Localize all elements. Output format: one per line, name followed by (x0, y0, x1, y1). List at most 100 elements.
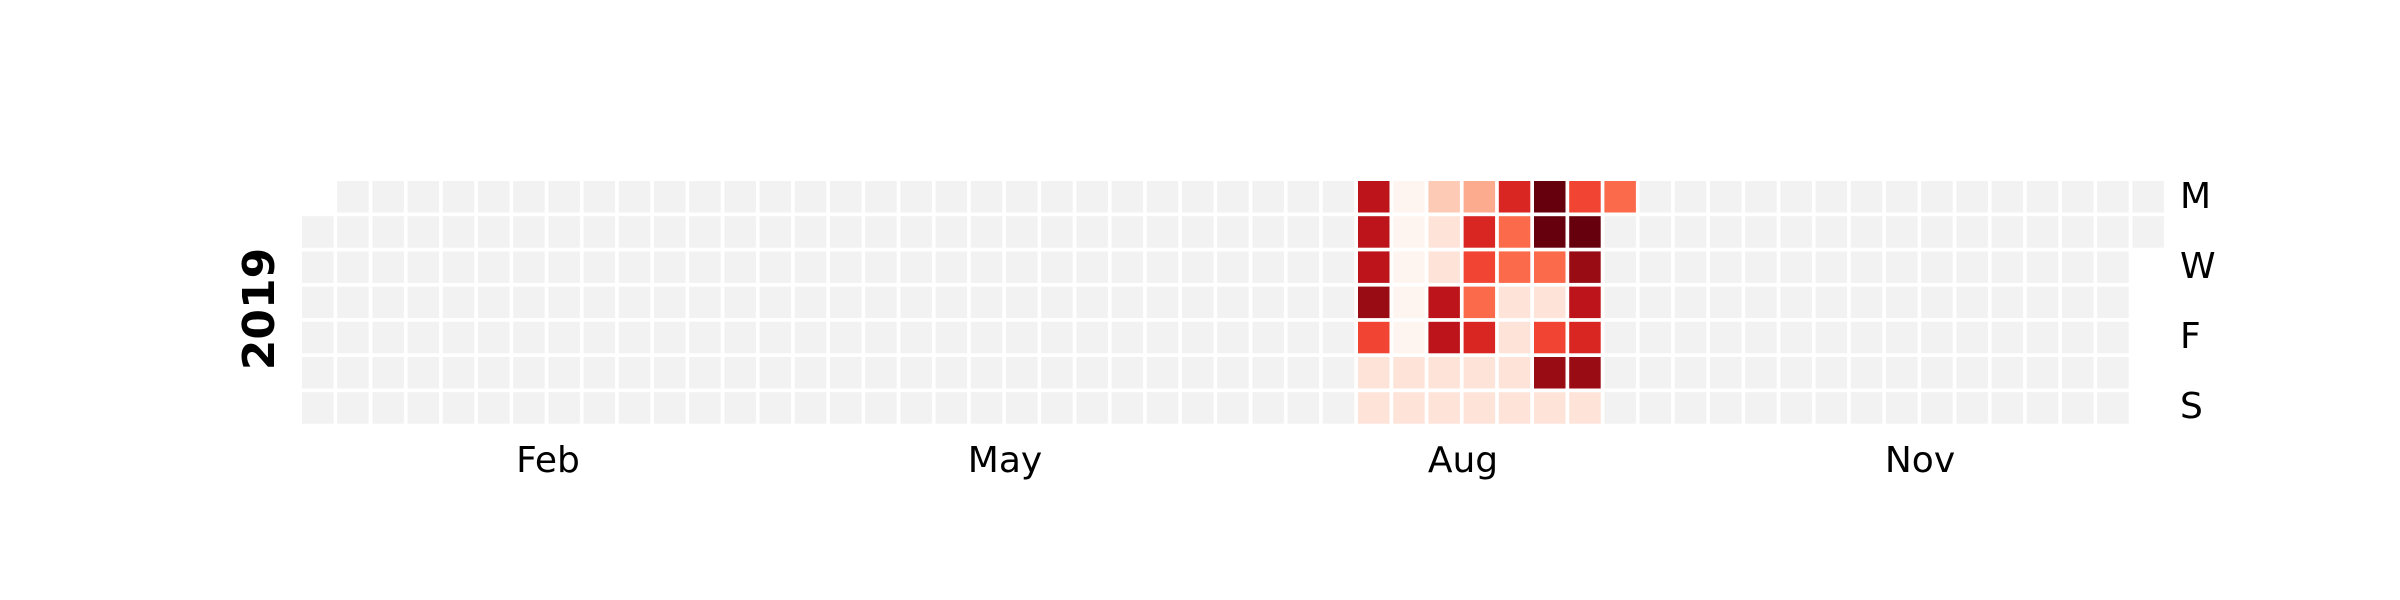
heatmap-cell (1287, 357, 1320, 389)
heatmap-cell (302, 286, 334, 319)
day-label-wednesday: W (2180, 246, 2216, 287)
heatmap-cell (759, 357, 792, 389)
heatmap-cell (1498, 251, 1531, 283)
heatmap-cell (2026, 181, 2059, 213)
heatmap-cell (302, 357, 334, 389)
heatmap-cell (1182, 251, 1214, 283)
heatmap-cell (2062, 357, 2094, 389)
heatmap-cell (1041, 321, 1073, 354)
heatmap-cell (513, 181, 545, 213)
heatmap-cell (689, 357, 721, 389)
heatmap-cell (1006, 321, 1038, 354)
heatmap-cell (1710, 251, 1742, 283)
heatmap-cell (337, 392, 369, 424)
heatmap-cell (1710, 286, 1742, 319)
heatmap-cell (337, 321, 369, 354)
heatmap-cell (1780, 392, 1812, 424)
heatmap-cell (1287, 321, 1320, 354)
heatmap-cell (1780, 251, 1812, 283)
heatmap-cell (478, 216, 510, 248)
heatmap-cell (1956, 251, 1988, 283)
month-label-nov: Nov (1885, 440, 1955, 481)
heatmap-cell (1111, 392, 1144, 424)
month-label-feb: Feb (516, 440, 580, 481)
heatmap-cell (1674, 392, 1707, 424)
heatmap-cell (1111, 181, 1144, 213)
heatmap-cell (1463, 181, 1496, 213)
heatmap-cell (1393, 321, 1425, 354)
heatmap-cell (1956, 216, 1988, 248)
heatmap-cell (1710, 181, 1742, 213)
heatmap-cell (1252, 181, 1284, 213)
heatmap-cell (1815, 251, 1848, 283)
heatmap-cell (1217, 181, 1249, 213)
heatmap-cell (759, 321, 792, 354)
heatmap-cell (1428, 216, 1460, 248)
heatmap-cell (1041, 357, 1073, 389)
heatmap-cell (1358, 357, 1390, 389)
heatmap-cell (478, 181, 510, 213)
heatmap-cell (1358, 321, 1390, 354)
heatmap-cell (1745, 321, 1777, 354)
heatmap-cell (1041, 286, 1073, 319)
heatmap-cell (1182, 216, 1214, 248)
heatmap-cell (1639, 181, 1672, 213)
heatmap-cell (302, 392, 334, 424)
heatmap-cell (548, 181, 580, 213)
heatmap-cell (689, 286, 721, 319)
heatmap-cell (1921, 216, 1953, 248)
heatmap-cell (1991, 251, 2024, 283)
heatmap-cell (1604, 251, 1636, 283)
heatmap-cell (2062, 181, 2094, 213)
month-label-aug: Aug (1428, 440, 1498, 481)
heatmap-cell (513, 357, 545, 389)
heatmap-cell (830, 286, 862, 319)
heatmap-cell (1569, 251, 1601, 283)
heatmap-cell (970, 251, 1003, 283)
heatmap-cell (302, 321, 334, 354)
heatmap-cell (1006, 216, 1038, 248)
heatmap-cell (372, 392, 404, 424)
heatmap-cell (1252, 392, 1284, 424)
heatmap-cell (1815, 286, 1848, 319)
heatmap-cell (1146, 392, 1179, 424)
heatmap-cell (865, 286, 897, 319)
heatmap-cell (1182, 286, 1214, 319)
heatmap-cell (900, 357, 932, 389)
heatmap-cell (1780, 216, 1812, 248)
heatmap-cell (1921, 321, 1953, 354)
heatmap-cell (794, 251, 827, 283)
heatmap-cell (1287, 251, 1320, 283)
heatmap-cell (618, 321, 651, 354)
heatmap-cell (724, 251, 756, 283)
heatmap-cell (1604, 357, 1636, 389)
heatmap-cell (1745, 181, 1777, 213)
heatmap-cell (1674, 216, 1707, 248)
heatmap-cell (1463, 357, 1496, 389)
heatmap-cell (1041, 251, 1073, 283)
heatmap-cell (935, 392, 968, 424)
heatmap-cell (1146, 321, 1179, 354)
heatmap-cell (442, 251, 475, 283)
heatmap-cell (1428, 251, 1460, 283)
heatmap-cell (478, 286, 510, 319)
heatmap-cell (478, 357, 510, 389)
heatmap-cell (1710, 321, 1742, 354)
heatmap-cell (2026, 286, 2059, 319)
heatmap-cell (1745, 357, 1777, 389)
heatmap-cell (794, 216, 827, 248)
heatmap-cell (654, 251, 686, 283)
heatmap-cell (1534, 357, 1566, 389)
heatmap-cell (442, 357, 475, 389)
heatmap-cell (1921, 392, 1953, 424)
heatmap-cell (407, 321, 440, 354)
heatmap-cell (1569, 216, 1601, 248)
heatmap-cell (478, 392, 510, 424)
heatmap-cell (1780, 181, 1812, 213)
heatmap-cell (1076, 392, 1108, 424)
heatmap-cell (1322, 181, 1355, 213)
heatmap-cell (689, 181, 721, 213)
heatmap-cell (1428, 321, 1460, 354)
heatmap-cell (759, 286, 792, 319)
heatmap-cell (1428, 286, 1460, 319)
